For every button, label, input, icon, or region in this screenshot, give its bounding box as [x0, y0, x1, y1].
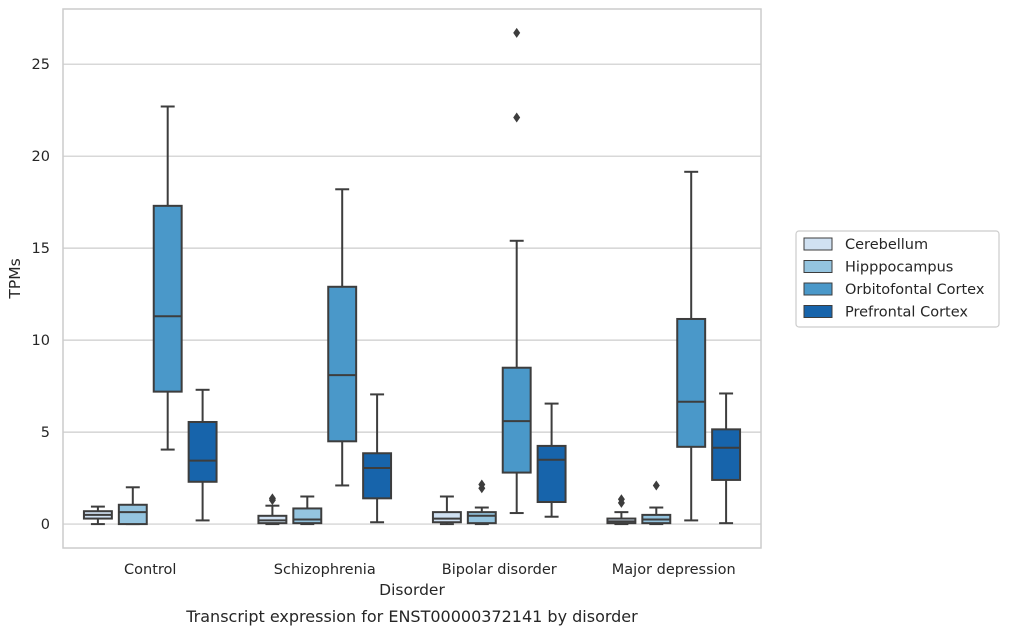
legend-label: Cerebellum: [845, 237, 928, 253]
box-group: [641, 480, 672, 526]
box-group: [606, 494, 637, 526]
x-axis-ticks: Control Schizophrenia Bipolar disorder Majo…: [124, 562, 736, 578]
box-group: [117, 486, 148, 526]
box: [466, 511, 497, 525]
x-tick-label: Major depression: [612, 562, 736, 578]
box: [536, 444, 567, 504]
box-group: [676, 170, 707, 522]
chart-caption: Transcript expression for ENST0000037214…: [185, 607, 638, 626]
y-tick-label: 5: [41, 425, 50, 441]
y-axis-label: TPMs: [6, 258, 24, 299]
y-tick-label: 0: [41, 517, 50, 533]
plot-area: [82, 27, 742, 526]
legend-swatch: [803, 260, 833, 273]
box: [711, 428, 742, 481]
outlier-point: [513, 27, 521, 38]
legend-swatch: [803, 305, 833, 318]
x-axis-label: Disorder: [379, 581, 445, 599]
legend-swatch: [803, 282, 833, 296]
y-tick-label: 25: [32, 57, 50, 73]
y-tick-label: 15: [32, 241, 50, 257]
box-group: [466, 479, 497, 526]
outlier-point: [268, 493, 276, 504]
box: [292, 507, 323, 525]
outlier-point: [513, 112, 521, 123]
box: [327, 285, 358, 443]
legend-label: Hipppocampus: [845, 260, 953, 276]
y-tick-label: 10: [32, 333, 50, 349]
box-group: [187, 388, 218, 522]
box: [117, 503, 148, 526]
box-group: [431, 495, 462, 526]
x-tick-label: Control: [124, 562, 176, 578]
box-group: [152, 105, 183, 451]
y-axis-ticks: 0 5 10 15 20 25: [32, 57, 50, 533]
box-group: [257, 493, 288, 526]
legend-box: [795, 230, 1000, 328]
plot-frame: [62, 8, 762, 549]
box-group: [292, 495, 323, 526]
legend-swatch: [803, 237, 833, 251]
x-tick-label: Bipolar disorder: [442, 562, 557, 578]
outlier-point: [478, 479, 486, 490]
legend-label: Orbitofontal Cortex: [845, 282, 985, 298]
outlier-point: [617, 494, 625, 505]
box-group: [327, 188, 358, 487]
box-group: [711, 392, 742, 525]
box-group: [536, 402, 567, 518]
box: [187, 420, 218, 483]
y-tick-label: 20: [32, 149, 50, 165]
legend: Cerebellum Hipppocampus Orbitofontal Corte…: [795, 230, 1000, 328]
box: [676, 317, 707, 448]
outlier-point: [652, 480, 660, 491]
box: [431, 511, 462, 524]
box-group: [362, 393, 393, 524]
box: [152, 204, 183, 393]
x-tick-label: Schizophrenia: [274, 562, 376, 578]
legend-label: Prefrontal Cortex: [845, 305, 968, 321]
box-group: [82, 505, 113, 526]
box: [362, 452, 393, 500]
box-group: [501, 27, 532, 515]
